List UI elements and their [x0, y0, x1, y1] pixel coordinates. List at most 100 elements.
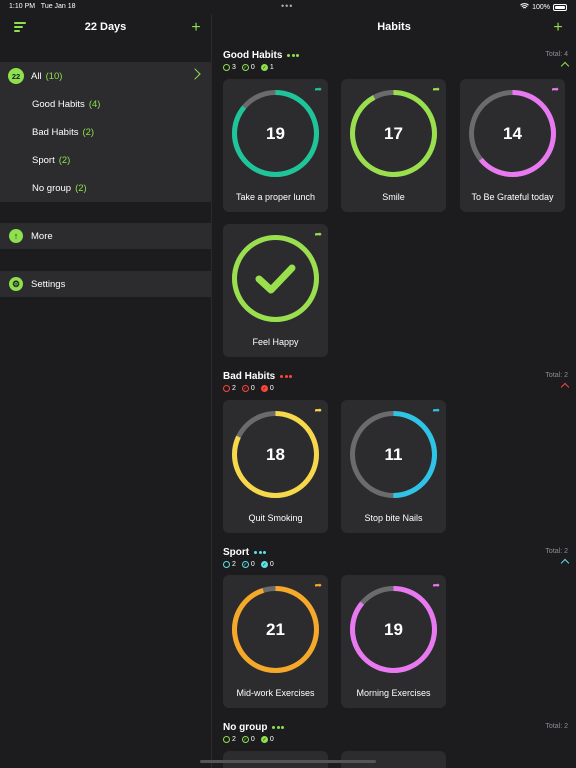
stat-checked: ✓ 0: [241, 561, 255, 568]
section-title: Good Habits: [223, 50, 568, 61]
group-list: 22 All (10) Good Habits (4) Bad Habits (…: [0, 62, 211, 202]
section-bad-habits: Bad Habits Total: 2 2 ✓ 0 ✓ 0: [223, 371, 570, 392]
settings-button[interactable]: ⚙ Settings: [0, 271, 211, 297]
section-title: Sport: [223, 547, 568, 558]
habit-day-count: 19: [384, 620, 403, 639]
day-count-badge: 22: [8, 68, 24, 84]
check-filled-icon: ✓: [260, 385, 268, 392]
share-arrow-icon[interactable]: ➦: [314, 580, 322, 590]
check-circle-icon: ✓: [241, 561, 249, 568]
stat-done: ✓ 0: [260, 561, 274, 568]
sidebar: 22 Days + 22 All (10) Good Habits (4) Ba…: [0, 14, 212, 768]
habit-name: Quit Smoking: [248, 513, 303, 523]
section-stats: 2 ✓ 0 ✓ 0: [223, 561, 568, 568]
stat-checked: ✓ 0: [241, 64, 255, 71]
section-total: Total: 4: [545, 51, 568, 58]
habit-day-count: 18: [266, 445, 285, 464]
section-stats: 3 ✓ 0 ✓ 1: [223, 64, 568, 71]
share-arrow-icon[interactable]: ➦: [314, 229, 322, 239]
status-time: 1:10 PM Tue Jan 18: [9, 3, 76, 10]
circle-icon: [223, 385, 230, 392]
stat-pending: 2: [223, 561, 236, 568]
share-arrow-icon[interactable]: ➦: [314, 84, 322, 94]
group-item-all[interactable]: 22 All (10): [0, 62, 211, 90]
section-no-group: No group Total: 2 2 ✓ 0 ✓ 0: [223, 722, 568, 743]
multitasking-dots[interactable]: •••: [281, 1, 294, 11]
section-stats: 2 ✓ 0 ✓ 0: [223, 736, 568, 743]
group-label: Good Habits: [32, 98, 85, 110]
battery-icon: [553, 4, 567, 11]
habit-name: Feel Happy: [252, 337, 299, 347]
progress-ring: [232, 411, 319, 498]
habit-card[interactable]: 17 Smile ➦: [341, 79, 446, 212]
habit-day-count: 11: [384, 445, 403, 464]
group-count: (10): [45, 70, 63, 82]
home-indicator[interactable]: [200, 760, 376, 763]
habit-name: Smile: [382, 192, 405, 202]
menu-icon[interactable]: [14, 22, 26, 34]
sidebar-title: 22 Days: [84, 21, 127, 33]
section-total: Total: 2: [545, 548, 568, 555]
habit-card-partial[interactable]: [341, 751, 446, 768]
progress-ring: [232, 90, 319, 177]
habit-day-count: 21: [266, 620, 285, 639]
habit-card[interactable]: 11 Stop bite Nails ➦: [341, 400, 446, 533]
stat-done: ✓ 1: [260, 64, 274, 71]
check-circle-icon: ✓: [241, 64, 249, 71]
section-title: No group: [223, 722, 568, 733]
stat-checked: ✓ 0: [241, 736, 255, 743]
check-circle-icon: ✓: [241, 736, 249, 743]
section-stats: 2 ✓ 0 ✓ 0: [223, 385, 568, 392]
share-arrow-icon[interactable]: ➦: [314, 405, 322, 415]
stat-pending: 2: [223, 385, 236, 392]
section-options-icon[interactable]: [280, 375, 293, 378]
stat-done: ✓ 0: [260, 736, 274, 743]
sidebar-header: 22 Days +: [0, 14, 211, 42]
section-sport: Sport Total: 2 2 ✓ 0 ✓ 0: [223, 547, 570, 568]
circle-icon: [223, 736, 230, 743]
habit-card[interactable]: 19 Take a proper lunch ➦: [223, 79, 328, 212]
share-arrow-icon[interactable]: ➦: [551, 84, 559, 94]
habit-card[interactable]: 19 Morning Exercises ➦: [341, 575, 446, 708]
more-label: More: [31, 230, 53, 242]
section-options-icon[interactable]: [254, 551, 267, 554]
share-arrow-icon[interactable]: ➦: [432, 84, 440, 94]
status-bar: 1:10 PM Tue Jan 18 ••• 100%: [0, 0, 576, 14]
habit-name: Stop bite Nails: [364, 513, 423, 523]
share-arrow-icon[interactable]: ➦: [432, 405, 440, 415]
habit-name: Morning Exercises: [356, 688, 431, 698]
progress-ring: [232, 586, 319, 673]
checkmark-icon: [255, 264, 296, 294]
add-group-icon[interactable]: +: [191, 19, 201, 36]
group-item-good-habits[interactable]: Good Habits (4): [0, 90, 211, 118]
progress-ring: [350, 411, 437, 498]
habit-card[interactable]: 18 Quit Smoking ➦: [223, 400, 328, 533]
main-panel: Habits + Good Habits Total: 4 3 ✓ 0 ✓ 1 Bad Ha…: [212, 14, 576, 768]
habit-name: Take a proper lunch: [235, 192, 316, 202]
share-arrow-icon[interactable]: ➦: [432, 580, 440, 590]
check-filled-icon: ✓: [260, 736, 268, 743]
stat-pending: 2: [223, 736, 236, 743]
habit-card[interactable]: 14 To Be Grateful today ➦: [460, 79, 565, 212]
add-habit-icon[interactable]: +: [553, 19, 563, 36]
battery-percent: 100%: [532, 4, 550, 11]
habit-card-partial[interactable]: [223, 751, 328, 768]
section-title: Bad Habits: [223, 371, 568, 382]
group-label: Sport: [32, 154, 55, 166]
group-item-no-group[interactable]: No group (2): [0, 174, 211, 202]
group-item-bad-habits[interactable]: Bad Habits (2): [0, 118, 211, 146]
group-count: (2): [58, 154, 71, 166]
main-header: Habits +: [212, 14, 576, 42]
more-button[interactable]: ↑ More: [0, 223, 211, 249]
group-count: (2): [75, 182, 87, 194]
habit-day-count: 17: [384, 124, 403, 143]
habit-card[interactable]: Feel Happy ➦: [223, 224, 328, 357]
group-item-sport[interactable]: Sport (2): [0, 146, 211, 174]
arrow-up-icon: ↑: [9, 229, 23, 243]
habit-card[interactable]: 21 Mid-work Exercises ➦: [223, 575, 328, 708]
section-good-habits: Good Habits Total: 4 3 ✓ 0 ✓ 1: [223, 50, 570, 71]
section-options-icon[interactable]: [272, 726, 285, 729]
habit-name: Mid-work Exercises: [236, 688, 315, 698]
section-options-icon[interactable]: [287, 54, 300, 57]
progress-ring: [350, 586, 437, 673]
